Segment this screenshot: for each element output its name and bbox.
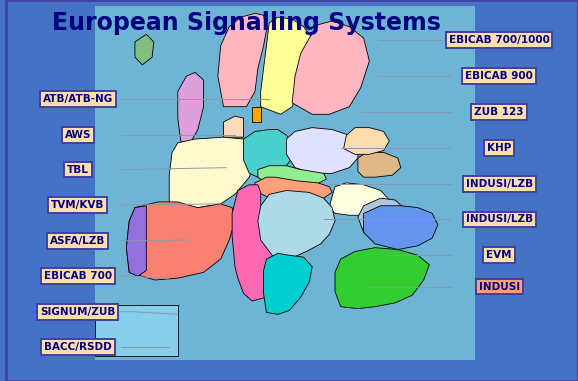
Polygon shape <box>178 72 203 145</box>
Polygon shape <box>252 107 261 122</box>
Polygon shape <box>358 198 403 234</box>
Text: INDUSI: INDUSI <box>479 282 520 291</box>
Polygon shape <box>258 190 335 259</box>
Text: ASFA/LZB: ASFA/LZB <box>50 236 105 246</box>
Polygon shape <box>243 130 292 177</box>
Polygon shape <box>258 166 327 187</box>
Polygon shape <box>127 206 146 276</box>
Polygon shape <box>329 183 390 215</box>
Polygon shape <box>264 253 312 314</box>
Text: EBICAB 700/1000: EBICAB 700/1000 <box>449 35 550 45</box>
Text: EBICAB 700: EBICAB 700 <box>44 271 112 281</box>
Polygon shape <box>343 128 390 154</box>
Polygon shape <box>135 34 154 65</box>
Polygon shape <box>358 152 401 177</box>
Bar <box>95 6 475 360</box>
Text: European Signalling Systems: European Signalling Systems <box>52 11 441 35</box>
Text: INDUSI/LZB: INDUSI/LZB <box>465 215 533 224</box>
Text: ATB/ATB-NG: ATB/ATB-NG <box>43 94 113 104</box>
Text: EBICAB 900: EBICAB 900 <box>465 71 533 81</box>
Text: SIGNUM/ZUB: SIGNUM/ZUB <box>40 307 116 317</box>
Polygon shape <box>287 128 358 173</box>
Text: BACC/RSDD: BACC/RSDD <box>44 342 112 352</box>
Text: TVM/KVB: TVM/KVB <box>51 200 105 210</box>
Text: AWS: AWS <box>65 130 91 140</box>
Polygon shape <box>218 13 266 107</box>
Polygon shape <box>224 116 243 137</box>
Polygon shape <box>255 177 332 202</box>
Polygon shape <box>232 185 278 301</box>
Text: KHP: KHP <box>487 143 512 153</box>
Bar <box>95 6 475 360</box>
Polygon shape <box>335 248 429 309</box>
Polygon shape <box>127 202 235 280</box>
Polygon shape <box>292 21 369 114</box>
Polygon shape <box>364 206 438 250</box>
Polygon shape <box>169 137 255 208</box>
Polygon shape <box>95 305 178 356</box>
Text: EVM: EVM <box>486 250 512 260</box>
Polygon shape <box>261 17 312 114</box>
Text: ZUB 123: ZUB 123 <box>475 107 524 117</box>
Text: TBL: TBL <box>67 165 88 174</box>
Text: INDUSI/LZB: INDUSI/LZB <box>465 179 533 189</box>
Bar <box>401 6 578 360</box>
